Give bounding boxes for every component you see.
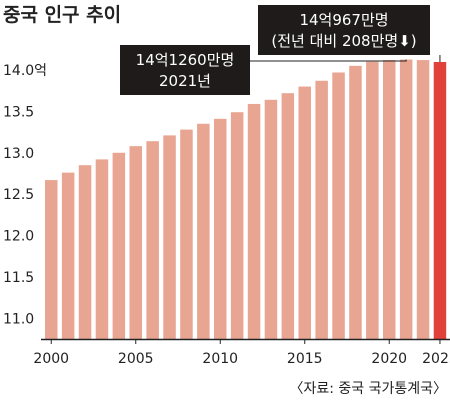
callout-2021: 14억1260만명 2021년 [120, 45, 407, 95]
bar-2021 [399, 59, 413, 339]
callout-2023: 14억967만명 (전년 대비 208만명⬇) [258, 5, 441, 62]
bar-2012 [247, 103, 261, 339]
bar-2022 [416, 60, 430, 339]
bar-2000 [45, 180, 58, 339]
x-tick-label: 2020 [371, 351, 407, 367]
y-tick-label: 14.0억 [3, 63, 47, 79]
x-tick-label: 2023 [422, 351, 450, 367]
bar-2009 [197, 123, 210, 339]
callout-box [258, 5, 430, 55]
x-tick-label: 2010 [202, 351, 238, 367]
bar-2010 [214, 118, 227, 339]
x-tick-label: 2000 [33, 351, 69, 367]
bar-2017 [332, 72, 345, 339]
callout-text: (전년 대비 208만명⬇) [271, 32, 416, 50]
x-tick-label: 2015 [287, 351, 323, 367]
x-tick-label: 2005 [118, 351, 154, 367]
bar-2023 [433, 62, 447, 339]
bar-2007 [163, 135, 176, 339]
bar-2004 [112, 152, 126, 339]
y-tick-label: 12.5 [3, 187, 34, 203]
callout-text: 2021년 [159, 72, 211, 90]
y-tick-label: 11.0 [3, 311, 34, 327]
bar-2002 [78, 165, 92, 339]
bars [45, 59, 447, 340]
annotations: 14억1260만명 2021년 14억967만명 (전년 대비 208만명⬇) [120, 5, 441, 95]
bar-2001 [61, 172, 75, 339]
callout-text: 14억967만명 [299, 11, 388, 29]
bar-2003 [95, 159, 109, 339]
bar-2014 [281, 93, 295, 340]
bar-2013 [264, 99, 278, 339]
source-note: 〈자료: 중국 국가통계국〉 [289, 381, 447, 397]
bar-2015 [298, 86, 311, 339]
chart-title: 중국 인구 추이 [3, 4, 121, 26]
bar-2016 [315, 80, 328, 339]
bar-2018 [349, 65, 362, 340]
callout-leader-line [250, 59, 407, 62]
bar-2006 [146, 141, 159, 339]
bar-2019 [366, 61, 379, 339]
y-tick-label: 12.0 [3, 229, 34, 245]
callout-text: 14억1260만명 [136, 51, 235, 69]
bar-2005 [129, 146, 142, 339]
bar-2020 [383, 60, 396, 339]
y-axis: 11.0 11.5 12.0 12.5 13.0 13.5 14.0억 [3, 63, 47, 327]
bar-2008 [180, 129, 193, 339]
bar-2011 [230, 112, 244, 340]
x-axis: 2000 2005 2010 2015 2020 2023 [33, 339, 450, 367]
y-tick-label: 11.5 [3, 270, 34, 286]
callout-box [120, 45, 250, 95]
y-tick-label: 13.0 [3, 146, 34, 162]
y-tick-label: 13.5 [3, 104, 34, 120]
